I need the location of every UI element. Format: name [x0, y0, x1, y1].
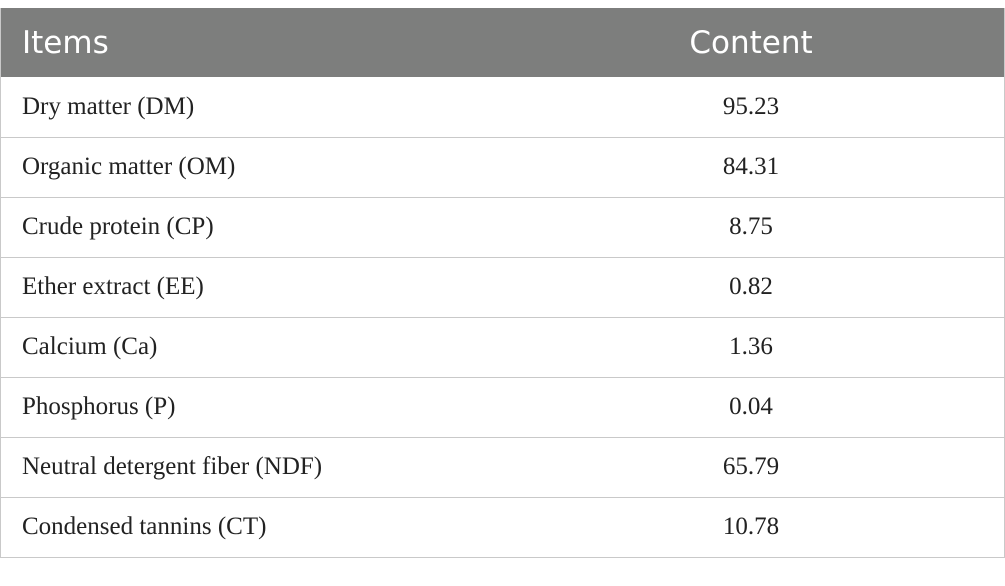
row-content-value: 0.04: [729, 393, 773, 420]
row-item-label: Calcium (Ca): [22, 333, 158, 360]
row-item-label: Ether extract (EE): [22, 273, 204, 300]
composition-table: Items Content Dry matter (DM) 95.23 Orga…: [1, 8, 1004, 557]
table-row: Crude protein (CP) 8.75: [1, 197, 1004, 257]
table-row: Neutral detergent fiber (NDF) 65.79: [1, 437, 1004, 497]
composition-table-container: Items Content Dry matter (DM) 95.23 Orga…: [0, 8, 1005, 558]
header-row: Items Content: [1, 8, 1004, 77]
row-item-label: Organic matter (OM): [22, 153, 236, 180]
table-row: Condensed tannins (CT) 10.78: [1, 497, 1004, 557]
table-row: Phosphorus (P) 0.04: [1, 377, 1004, 437]
header-content: Content: [689, 24, 813, 61]
row-content-value: 8.75: [729, 213, 773, 240]
row-content-value: 10.78: [722, 513, 780, 541]
table-header: Items Content: [1, 8, 1004, 77]
table-row: Calcium (Ca) 1.36: [1, 317, 1004, 377]
row-content-value: 1.36: [729, 333, 773, 360]
table-row: Ether extract (EE) 0.82: [1, 257, 1004, 317]
row-item-label: Condensed tannins (CT): [22, 513, 267, 541]
row-item-label: Phosphorus (P): [22, 393, 176, 420]
row-item-label: Crude protein (CP): [22, 213, 214, 240]
header-items: Items: [22, 24, 109, 61]
row-content-value: 65.79: [722, 453, 780, 480]
table-row: Dry matter (DM) 95.23: [1, 77, 1004, 137]
row-content-value: 95.23: [722, 92, 780, 120]
row-content-value: 0.82: [729, 273, 773, 300]
row-item-label: Neutral detergent fiber (NDF): [22, 453, 323, 480]
table-body: Dry matter (DM) 95.23 Organic matter (OM…: [1, 77, 1004, 557]
table-row: Organic matter (OM) 84.31: [1, 137, 1004, 197]
row-content-value: 84.31: [722, 153, 780, 180]
row-item-label: Dry matter (DM): [22, 92, 195, 120]
